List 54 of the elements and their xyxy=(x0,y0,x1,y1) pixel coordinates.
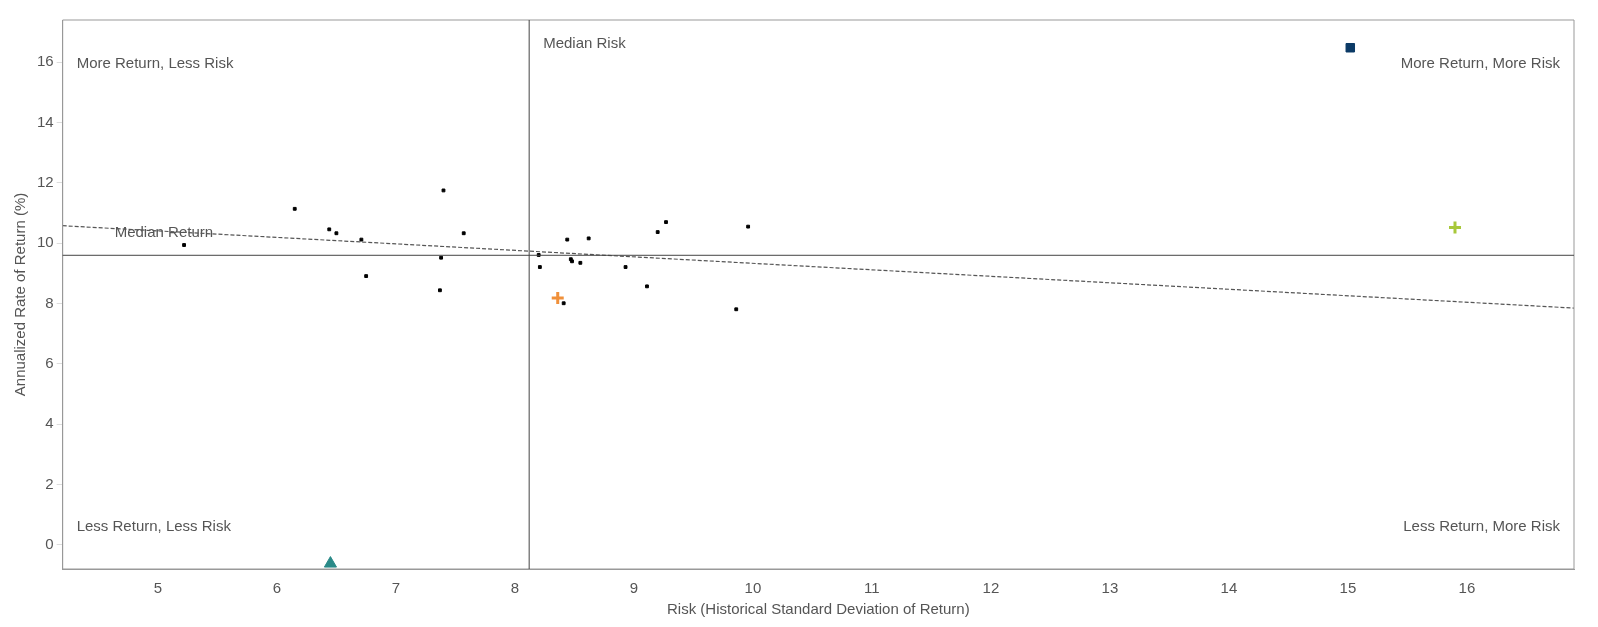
y-tick-label: 16 xyxy=(37,52,54,70)
x-tick-label: 16 xyxy=(1458,579,1476,597)
y-tick-label: 6 xyxy=(45,354,54,372)
point xyxy=(182,243,186,247)
x-tick-label: 12 xyxy=(982,579,1000,597)
point xyxy=(734,307,739,312)
x-tick-label: 9 xyxy=(629,579,639,597)
point xyxy=(441,188,446,193)
point xyxy=(292,206,297,211)
ref-line-label: Median Risk xyxy=(543,33,627,51)
point xyxy=(1447,220,1463,236)
x-tick-label: 6 xyxy=(272,579,282,597)
x-tick-label: 8 xyxy=(510,579,520,597)
point xyxy=(364,274,369,279)
ref-line-label: Median Return xyxy=(114,222,214,240)
y-tick-label: 2 xyxy=(45,474,54,492)
point xyxy=(655,230,660,234)
annotation: Less Return, Less Risk xyxy=(76,517,232,535)
annotation: Less Return, More Risk xyxy=(1403,517,1561,535)
point xyxy=(323,556,337,568)
point xyxy=(664,220,668,225)
point xyxy=(439,255,444,260)
x-tick-label: 14 xyxy=(1220,579,1238,597)
x-tick-label: 5 xyxy=(153,579,163,597)
point xyxy=(645,284,649,289)
x-tick-label: 11 xyxy=(864,579,880,597)
point xyxy=(586,236,591,241)
y-axis-title: Annualized Rate of Return (%) xyxy=(11,192,29,397)
y-tick-label: 10 xyxy=(37,233,54,251)
point xyxy=(565,237,570,242)
x-tick-label: 10 xyxy=(744,579,762,597)
y-tick-label: 12 xyxy=(37,173,54,191)
point xyxy=(623,265,628,269)
point xyxy=(746,224,751,229)
x-tick-label: 7 xyxy=(391,579,401,597)
y-tick-label: 4 xyxy=(45,414,54,432)
x-tick-label: 13 xyxy=(1101,579,1119,597)
y-tick-label: 8 xyxy=(45,293,54,311)
point xyxy=(578,260,583,265)
point xyxy=(1345,43,1356,53)
point xyxy=(327,227,332,232)
point xyxy=(537,265,542,269)
point xyxy=(359,237,364,242)
x-axis-title: Risk (Historical Standard Deviation of Return) xyxy=(667,600,970,618)
point xyxy=(550,290,566,306)
annotation: More Return, More Risk xyxy=(1400,54,1561,72)
y-tick-label: 14 xyxy=(37,112,54,130)
point xyxy=(561,301,566,306)
annotation: More Return, Less Risk xyxy=(76,54,234,72)
point xyxy=(438,288,442,293)
y-tick-label: 0 xyxy=(45,535,54,553)
point xyxy=(334,231,339,236)
x-tick-label: 15 xyxy=(1339,579,1357,597)
point xyxy=(461,231,466,236)
